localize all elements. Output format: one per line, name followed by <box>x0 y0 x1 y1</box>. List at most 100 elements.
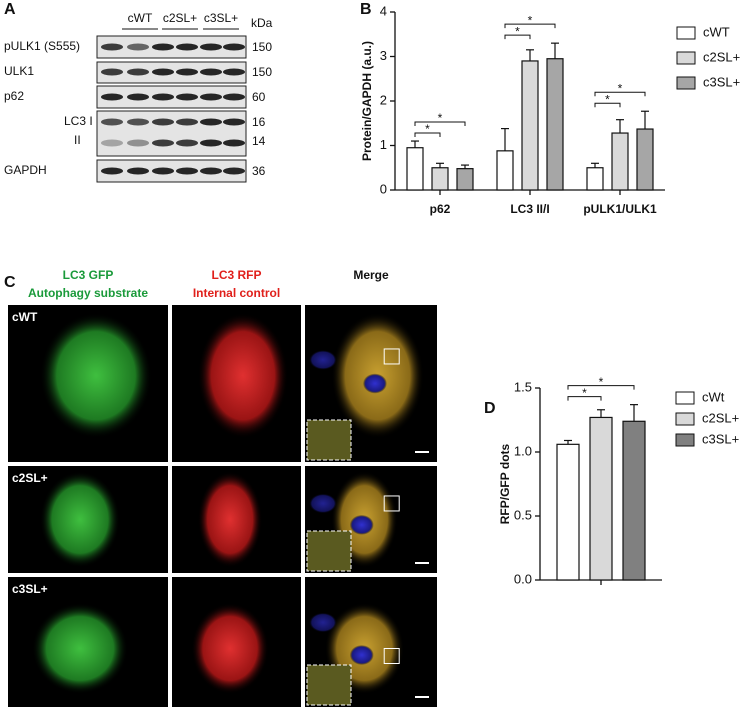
cell <box>197 471 263 568</box>
blot-band <box>200 43 222 51</box>
blot-band <box>176 139 198 147</box>
bar <box>546 58 564 191</box>
cell <box>40 312 152 439</box>
bar <box>456 168 474 191</box>
blot-band <box>176 93 198 101</box>
blot-band <box>223 118 245 126</box>
blot-box <box>96 110 247 157</box>
blot-band <box>127 68 149 76</box>
panel-label: C <box>4 274 16 291</box>
significance-bracket <box>594 91 646 97</box>
blot-row-label: GAPDH <box>4 163 47 177</box>
blot-band <box>127 43 149 51</box>
blot-band <box>223 93 245 101</box>
bar <box>622 420 646 581</box>
blot-kda: 14 <box>252 134 266 148</box>
legend-swatch <box>676 26 696 40</box>
blot-band <box>223 167 245 175</box>
bar <box>556 443 580 581</box>
legend-swatch <box>675 391 695 405</box>
y-tick-label: 0.0 <box>514 571 532 586</box>
blot-band <box>200 93 222 101</box>
blot-band <box>101 118 123 126</box>
cell <box>40 471 120 568</box>
blot-band <box>176 118 198 126</box>
zoom-box <box>383 495 400 512</box>
significance-bracket <box>567 385 635 390</box>
blot-band <box>200 118 222 126</box>
legend-swatch <box>676 76 696 90</box>
blot-band <box>101 68 123 76</box>
unit-label: kDa <box>251 16 273 30</box>
significance-label: * <box>618 81 623 95</box>
blot-band <box>152 93 174 101</box>
blot-kda: 36 <box>252 164 266 178</box>
x-tick-label: p62 <box>430 202 451 216</box>
bar <box>406 147 424 191</box>
blot-band <box>101 93 123 101</box>
blot-kda: 150 <box>252 65 272 79</box>
blot-kda: 60 <box>252 90 266 104</box>
nucleus <box>309 493 337 514</box>
y-tick-label: 1 <box>380 137 387 152</box>
blot-row-label: II <box>74 133 81 147</box>
zoom-box <box>383 348 400 365</box>
legend-label: cWt <box>702 389 725 404</box>
legend-label: cWT <box>703 24 730 39</box>
bar <box>611 132 629 191</box>
y-tick-label: 0 <box>380 181 387 196</box>
bar <box>636 128 654 191</box>
blot-band <box>127 167 149 175</box>
nucleus <box>349 645 374 665</box>
significance-label: * <box>599 375 604 389</box>
y-tick-label: 0.5 <box>514 507 532 522</box>
blot-band <box>152 118 174 126</box>
lane-group-label: c3SL+ <box>204 11 238 25</box>
significance-bracket <box>504 34 531 40</box>
significance-label: * <box>528 13 533 27</box>
panel-label: A <box>4 1 16 18</box>
row-label: cWT <box>12 310 38 324</box>
inset <box>306 419 352 461</box>
zoom-box <box>383 648 400 664</box>
nucleus <box>309 349 337 370</box>
blot-band <box>223 68 245 76</box>
panel-label: D <box>484 400 496 417</box>
blot-band <box>101 43 123 51</box>
significance-label: * <box>425 122 430 136</box>
significance-label: * <box>438 111 443 125</box>
legend-label: c2SL+ <box>703 49 740 64</box>
blot-band <box>127 118 149 126</box>
blot-band <box>152 68 174 76</box>
significance-bracket <box>504 23 556 29</box>
x-tick-label: LC3 II/I <box>510 202 549 216</box>
blot-band <box>200 139 222 147</box>
y-tick-label: 3 <box>380 48 387 63</box>
blot-row-label: ULK1 <box>4 64 34 78</box>
blot-band <box>152 167 174 175</box>
bar <box>496 150 514 191</box>
legend-label: c3SL+ <box>703 74 740 89</box>
column-title: LC3 RFP <box>211 268 261 282</box>
row-label: c3SL+ <box>12 582 48 596</box>
blot-band <box>152 43 174 51</box>
bar <box>521 60 539 191</box>
legend-swatch <box>675 433 695 447</box>
inset <box>306 530 352 572</box>
column-subtitle: Internal control <box>193 286 280 300</box>
significance-label: * <box>605 92 610 106</box>
y-axis-label: Protein/GAPDH (a.u.) <box>360 41 374 161</box>
blot-band <box>200 167 222 175</box>
cell <box>197 312 289 439</box>
blot-band <box>101 167 123 175</box>
bar <box>586 167 604 191</box>
blot-kda: 150 <box>252 40 272 54</box>
bar <box>431 167 449 191</box>
blot-band <box>223 43 245 51</box>
column-subtitle: Autophagy substrate <box>28 286 148 300</box>
blot-band <box>176 68 198 76</box>
blot-band <box>101 139 123 147</box>
y-tick-label: 1.0 <box>514 443 532 458</box>
significance-label: * <box>582 386 587 400</box>
